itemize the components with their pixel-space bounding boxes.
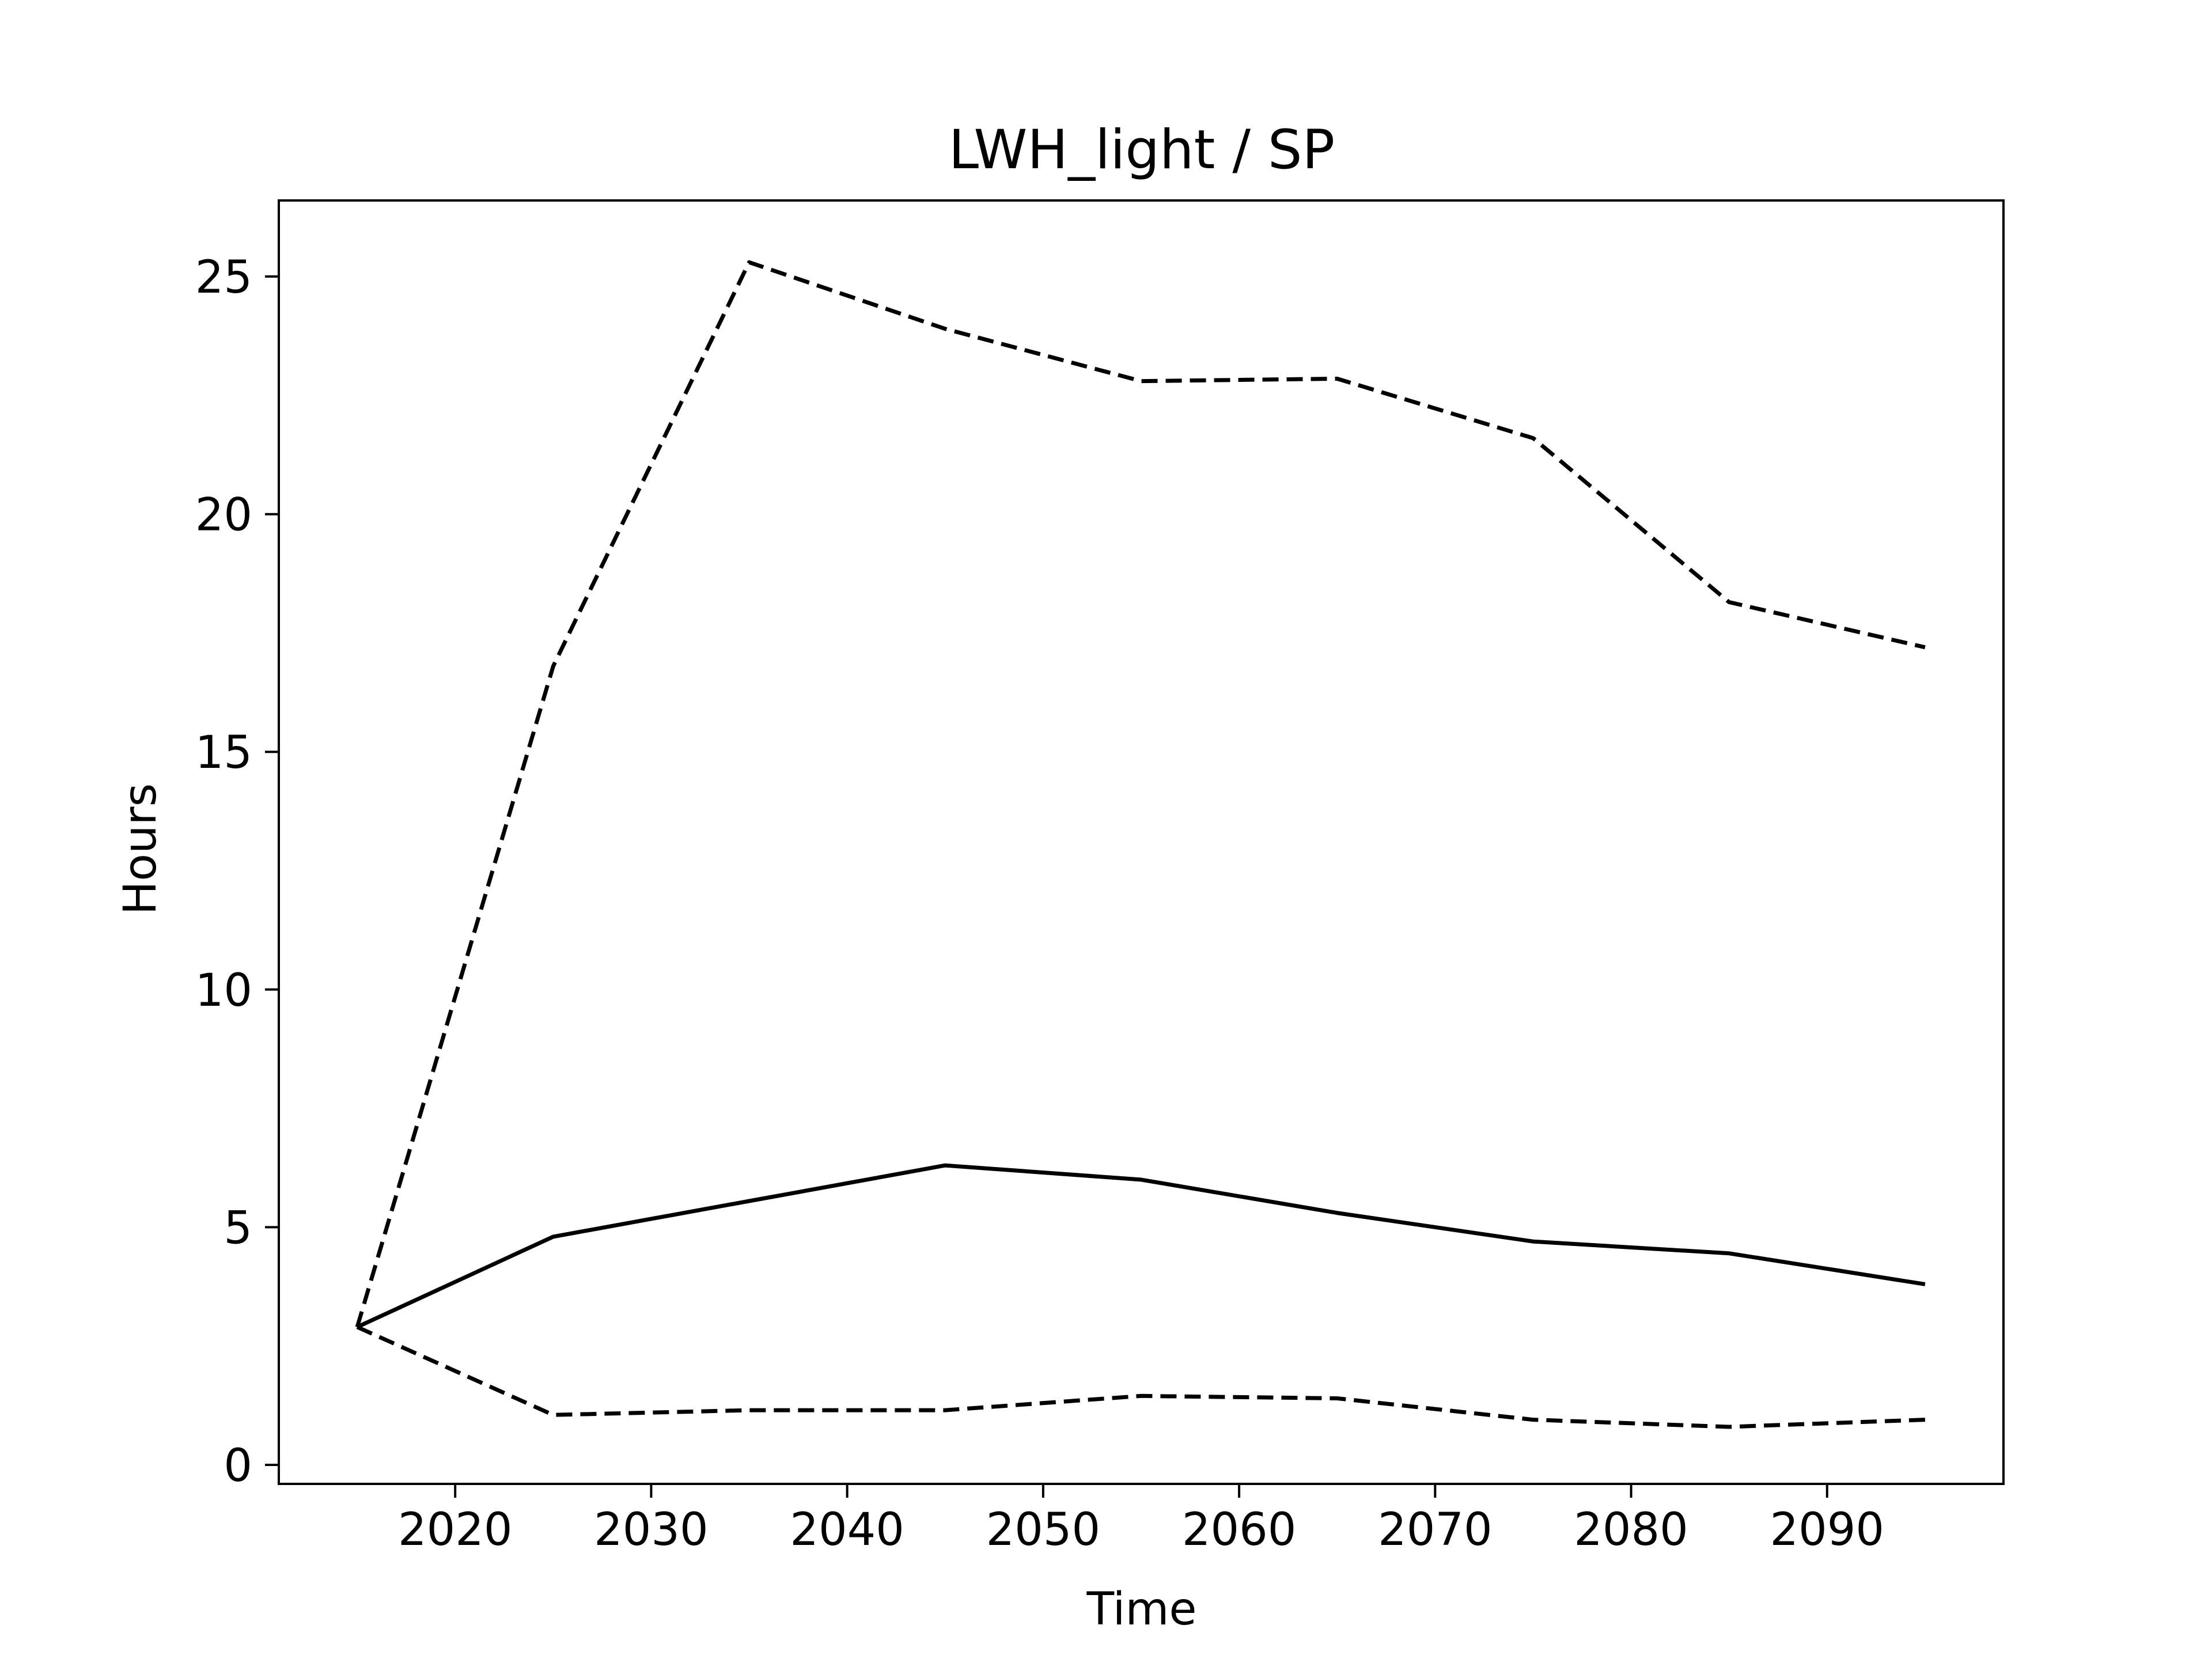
x-axis-ticks: 2020 2030 2040 2050 2060 2070 2080 2090 <box>398 1484 1884 1556</box>
y-tick-label: 25 <box>195 252 252 304</box>
series-line-central <box>356 1163 1926 1329</box>
x-tick-label: 2060 <box>1182 1504 1297 1556</box>
y-tick-label: 10 <box>195 965 252 1017</box>
plot-frame <box>278 199 2005 1485</box>
plot-area <box>278 199 2005 1485</box>
y-axis-label: Hours <box>115 783 166 915</box>
x-tick-label: 2030 <box>594 1504 709 1556</box>
x-tick-label: 2050 <box>986 1504 1101 1556</box>
x-tick-label: 2040 <box>790 1504 904 1556</box>
y-tick-label: 20 <box>195 490 252 541</box>
y-tick-label: 0 <box>224 1440 252 1492</box>
x-tick-label: 2070 <box>1378 1504 1493 1556</box>
series-layer <box>355 260 1926 1429</box>
x-tick-label: 2020 <box>398 1504 513 1556</box>
y-tick-label: 15 <box>195 727 252 779</box>
x-tick-label: 2080 <box>1574 1504 1688 1556</box>
x-axis-label: Time <box>1086 1584 1197 1635</box>
y-tick-label: 5 <box>224 1202 252 1254</box>
x-tick-label: 2090 <box>1770 1504 1885 1556</box>
chart-title: LWH_light / SP <box>949 119 1335 181</box>
series-line-upper <box>355 260 1926 1328</box>
series-line-lower <box>356 1325 1926 1429</box>
y-axis-ticks: 0 5 10 15 20 25 <box>195 252 279 1492</box>
